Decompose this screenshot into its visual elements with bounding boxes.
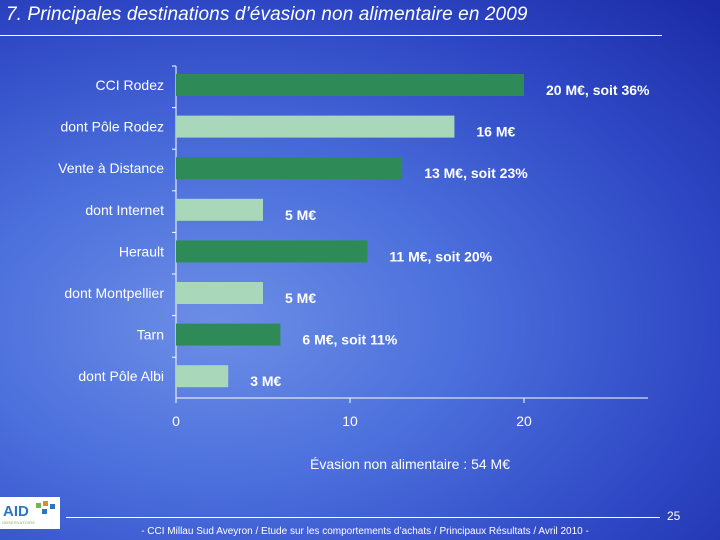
bar-7 <box>176 365 229 388</box>
title-divider <box>0 35 662 36</box>
bar-3 <box>176 198 263 221</box>
data-label: 16 M€ <box>476 124 515 140</box>
bar-0 <box>176 74 524 96</box>
bar-1 <box>176 115 455 138</box>
page-number: 25 <box>667 509 681 523</box>
data-label: 13 M€, soit 23% <box>424 165 528 181</box>
bar-5 <box>176 282 263 304</box>
category-label: Tarn <box>137 327 164 343</box>
footer-divider <box>66 517 660 518</box>
x-tick-label: 20 <box>516 413 532 429</box>
data-label: 11 M€, soit 20% <box>389 248 492 264</box>
bar-4 <box>176 240 368 263</box>
x-tick-label: 0 <box>172 413 180 429</box>
data-label: 3 M€ <box>250 373 281 389</box>
aid-logo: AID OBSERVATOIRE <box>0 497 60 529</box>
category-label: dont Pôle Albi <box>78 368 164 384</box>
data-label: 20 M€, soit 36% <box>546 82 650 98</box>
footer-text: - CCI Millau Sud Aveyron / Etude sur les… <box>141 526 589 537</box>
logo-subtext: OBSERVATOIRE <box>2 520 36 525</box>
data-label: 6 M€, soit 11% <box>302 332 397 348</box>
category-label: Vente à Distance <box>58 160 164 176</box>
bar-6 <box>176 323 281 346</box>
category-label: dont Internet <box>85 202 164 218</box>
chart-subtitle: Évasion non alimentaire : 54 M€ <box>310 456 510 472</box>
logo-text: AID <box>3 503 29 520</box>
bar-2 <box>176 157 403 180</box>
data-label: 5 M€ <box>285 290 316 306</box>
slide-title: 7. Principales destinations d’évasion no… <box>6 4 528 25</box>
category-label: dont Pôle Rodez <box>60 119 164 135</box>
data-label: 5 M€ <box>285 207 316 223</box>
category-label: dont Montpellier <box>64 285 164 301</box>
category-label: Herault <box>119 243 164 259</box>
x-tick-label: 10 <box>342 413 358 429</box>
logo-dots-icon <box>36 501 55 514</box>
category-label: CCI Rodez <box>96 77 164 93</box>
